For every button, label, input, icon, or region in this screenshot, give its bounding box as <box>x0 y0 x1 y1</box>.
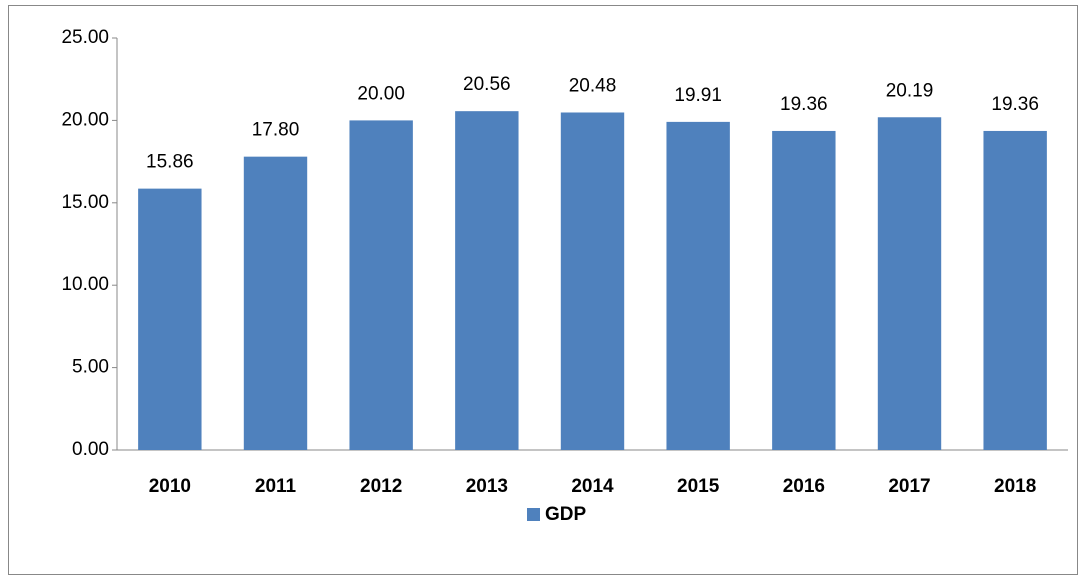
y-tick-label: 5.00 <box>72 357 109 378</box>
legend-label: GDP <box>545 504 587 525</box>
bar <box>983 130 1047 450</box>
x-tick-label: 2017 <box>888 476 930 497</box>
x-tick-label: 2016 <box>783 476 825 497</box>
value-label: 20.56 <box>463 74 511 95</box>
value-label: 19.36 <box>991 94 1039 115</box>
bar <box>560 112 625 451</box>
bar <box>349 120 413 451</box>
value-label: 17.80 <box>252 120 300 141</box>
bar <box>877 117 942 450</box>
bar <box>138 188 202 450</box>
x-tick-label: 2014 <box>571 476 614 497</box>
bar <box>666 121 730 450</box>
x-tick-label: 2018 <box>994 476 1036 497</box>
value-label: 20.00 <box>357 83 405 104</box>
x-tick-label: 2010 <box>149 476 191 497</box>
value-label: 15.86 <box>146 152 194 173</box>
value-label: 19.36 <box>780 94 828 115</box>
bar <box>455 111 519 450</box>
x-tick-label: 2011 <box>255 476 297 497</box>
legend-swatch <box>527 508 540 521</box>
value-label: 20.19 <box>886 80 934 101</box>
bar <box>243 156 308 450</box>
y-tick-label: 0.00 <box>72 439 109 460</box>
y-tick-label: 20.00 <box>61 109 109 130</box>
x-tick-label: 2013 <box>466 476 508 497</box>
y-tick-label: 25.00 <box>61 27 109 48</box>
value-label: 20.48 <box>569 76 617 97</box>
x-tick-label: 2015 <box>677 476 720 497</box>
bar <box>772 130 836 450</box>
x-tick-label: 2012 <box>360 476 402 497</box>
y-tick-label: 15.00 <box>61 192 109 213</box>
value-label: 19.91 <box>674 85 722 106</box>
y-tick-label: 10.00 <box>61 274 109 295</box>
